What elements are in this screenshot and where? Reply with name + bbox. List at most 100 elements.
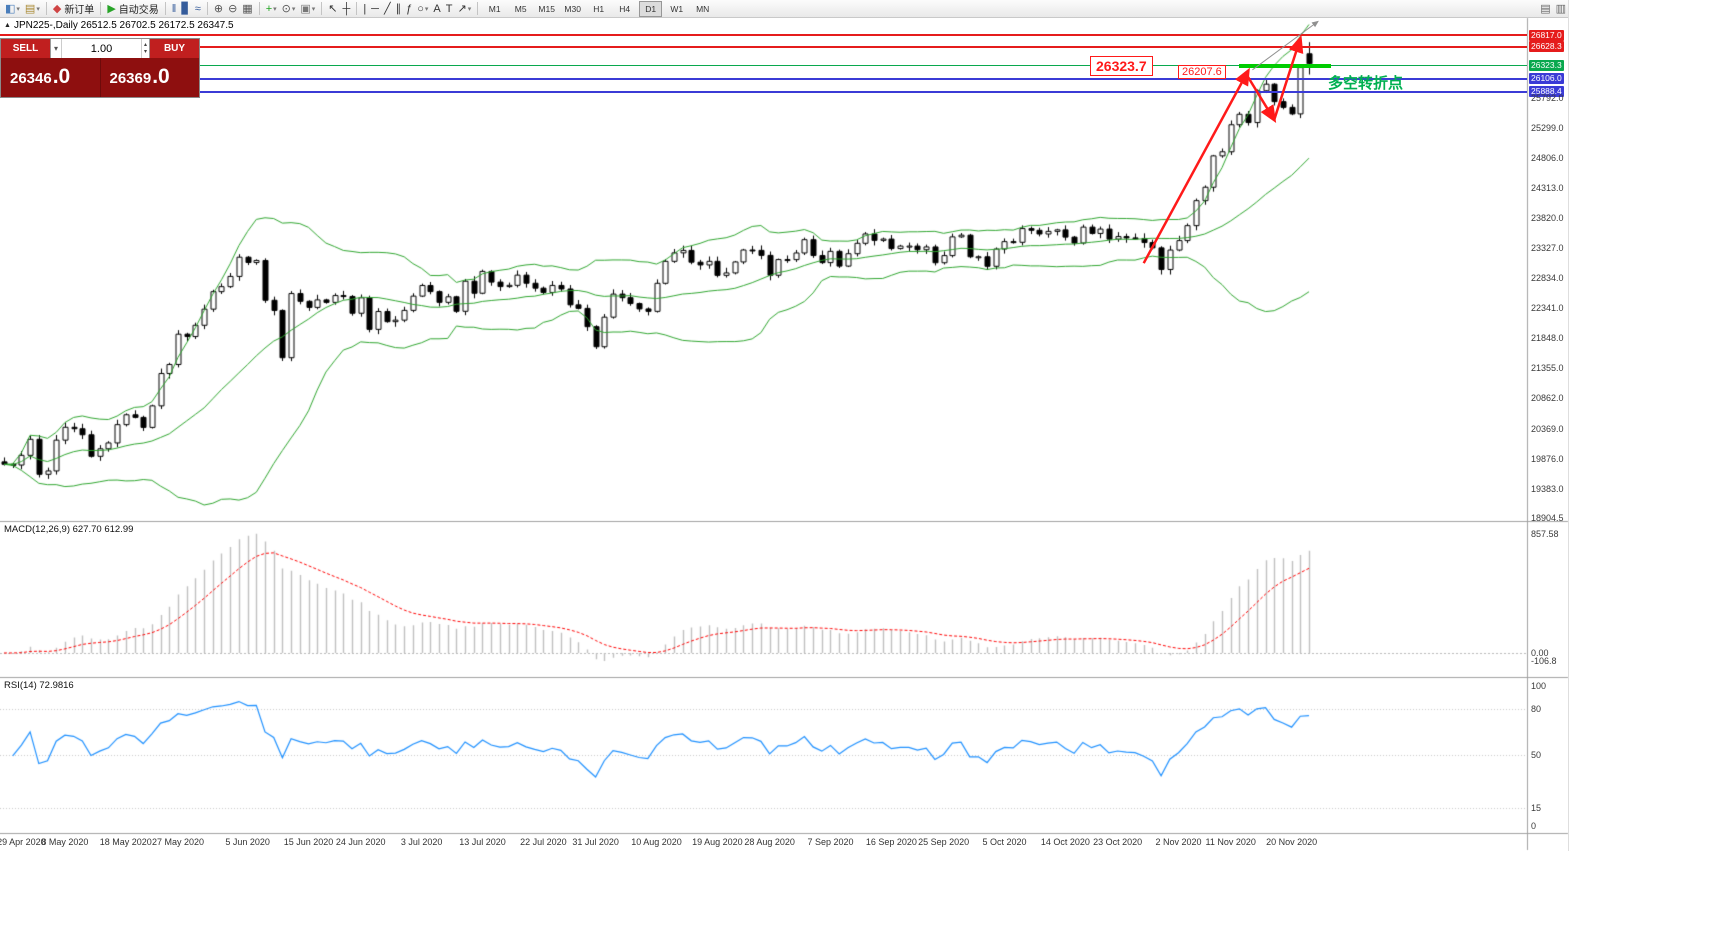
price-axis-label: 18904.5 xyxy=(1531,512,1564,523)
price-axis-level-label: 26106.0 xyxy=(1529,73,1564,85)
bar-chart-icon[interactable]: ‖ xyxy=(170,1,179,17)
toolbar-separator xyxy=(100,2,102,15)
timeframe-m5-button[interactable]: M5 xyxy=(514,3,527,14)
macd-axis-max: 857.58 xyxy=(1531,528,1559,539)
macd-axis-min: -106.8 xyxy=(1531,655,1557,666)
window-cascade-icon: ▤ xyxy=(1540,2,1551,15)
price-axis-label: 24313.0 xyxy=(1531,182,1564,193)
chevron-down-icon[interactable]: ▾ xyxy=(311,5,316,13)
level-line xyxy=(0,77,1527,80)
window-cascade-icon[interactable]: ▤ xyxy=(1538,1,1552,17)
channel-icon[interactable]: ∥ xyxy=(394,1,404,17)
tile-windows-icon[interactable]: ▦ xyxy=(240,1,254,17)
shapes-icon: ○ xyxy=(417,2,424,15)
timeframe-w1-button[interactable]: W1 xyxy=(670,3,684,14)
trendline-icon: ╱ xyxy=(383,2,391,15)
chart-ohlc-line: ▲ JPN225-,Daily 26512.5 26702.5 26172.5 2… xyxy=(4,20,234,31)
price-annotation-26207: 26207.6 xyxy=(1178,65,1226,79)
level-line xyxy=(0,64,1527,66)
chevron-down-icon[interactable]: ▾ xyxy=(273,5,277,13)
horizontal-line-icon: ─ xyxy=(371,2,379,15)
timeframe-mn-button[interactable]: MN xyxy=(696,3,710,14)
buy-price[interactable]: 26369.0 xyxy=(101,58,200,97)
price-axis-level-label: 26628.3 xyxy=(1529,41,1564,53)
cursor-icon: ↖ xyxy=(328,2,338,15)
timeframe-m15-button[interactable]: M15 xyxy=(538,3,555,14)
time-axis-label: 2 Nov 2020 xyxy=(1155,837,1202,847)
time-axis-label: 3 Jul 2020 xyxy=(400,837,443,847)
price-axis-label: 25299.0 xyxy=(1531,122,1564,133)
rsi-value: 72.9816 xyxy=(39,680,74,691)
rsi-axis-label: 50 xyxy=(1531,750,1542,760)
trendline-icon[interactable]: ╱ xyxy=(382,1,393,17)
buy-button[interactable]: BUY xyxy=(150,39,199,58)
toolbar-separator xyxy=(477,2,479,15)
new-order-button[interactable]: ◆ 新订单 xyxy=(51,1,96,17)
chevron-down-icon[interactable]: ▾ xyxy=(467,5,472,13)
rsi-name: RSI(14) xyxy=(4,680,37,691)
price-axis-label: 24806.0 xyxy=(1531,152,1564,163)
turning-point-label: 多空转折点 xyxy=(1328,75,1404,92)
line-chart-icon[interactable]: ≈ xyxy=(193,1,203,17)
volume-dropdown-icon[interactable]: ▾ xyxy=(51,39,63,58)
arrow-objects-icon: ↗ xyxy=(457,2,467,15)
profiles-icon[interactable]: ▤ ▾ xyxy=(23,1,42,17)
cursor-icon[interactable]: ↖ xyxy=(326,1,339,17)
periods-icon[interactable]: ⊙ ▾ xyxy=(280,1,298,17)
crosshair-icon[interactable]: ┼ xyxy=(341,1,353,17)
shapes-icon[interactable]: ○ ▾ xyxy=(415,1,430,17)
toolbar-separator xyxy=(356,2,358,15)
indicators-icon: + xyxy=(265,2,273,15)
volume-input[interactable]: ▾ 1.00 ▴ ▾ xyxy=(50,39,150,58)
autotrading-button[interactable]: ▶ 自动交易 xyxy=(105,1,160,17)
volume-stepper[interactable]: ▴ ▾ xyxy=(140,39,149,58)
chevron-down-icon[interactable]: ▾ xyxy=(36,5,40,13)
horizontal-line-icon[interactable]: ─ xyxy=(369,1,381,17)
level-line xyxy=(0,34,1527,37)
text-icon[interactable]: A xyxy=(431,1,442,17)
zoom-out-icon[interactable]: ⊖ xyxy=(226,1,239,17)
chevron-down-icon[interactable]: ▾ xyxy=(291,5,296,13)
price-axis-label: 23327.0 xyxy=(1531,243,1564,254)
zoom-in-icon: ⊕ xyxy=(213,2,224,15)
turning-point-line xyxy=(1239,63,1331,68)
chevron-down-icon[interactable]: ▾ xyxy=(424,5,429,13)
timeframe-m1-button[interactable]: M1 xyxy=(488,3,501,14)
fibonacci-icon: ƒ xyxy=(406,2,413,15)
candlestick-chart-icon[interactable]: ▊ xyxy=(179,1,191,17)
fibonacci-icon[interactable]: ƒ xyxy=(404,1,414,17)
time-axis-label: 11 Nov 2020 xyxy=(1205,837,1256,847)
toolbar-separator xyxy=(45,2,47,15)
one-click-toggle-icon[interactable]: ▲ xyxy=(4,22,11,29)
price-axis-level-label: 26323.3 xyxy=(1529,59,1564,71)
crosshair-icon: ┼ xyxy=(342,2,351,15)
arrow-objects-icon[interactable]: ↗ ▾ xyxy=(455,1,473,17)
new-chart-icon[interactable]: ◧ ▾ xyxy=(3,1,22,17)
chevron-down-icon[interactable]: ▾ xyxy=(16,5,20,13)
timeframe-h4-button[interactable]: H4 xyxy=(619,3,631,14)
templates-icon[interactable]: ▣ ▾ xyxy=(298,1,317,17)
macd-header: MACD(12,26,9) 627.70 612.99 xyxy=(4,524,133,535)
sell-button[interactable]: SELL xyxy=(1,39,50,58)
vertical-line-icon[interactable]: | xyxy=(361,1,368,17)
zoom-in-icon[interactable]: ⊕ xyxy=(212,1,225,17)
timeframe-d1-button[interactable]: D1 xyxy=(639,0,663,17)
zoom-out-icon: ⊖ xyxy=(228,2,238,15)
volume-value[interactable]: 1.00 xyxy=(90,42,113,55)
price-axis-label: 25792.0 xyxy=(1531,92,1564,103)
window-tile-icon[interactable]: ▥ xyxy=(1554,1,1568,17)
timeframe-m30-button[interactable]: M30 xyxy=(564,3,581,14)
time-axis-label: 8 May 2020 xyxy=(41,837,89,847)
volume-up-icon[interactable]: ▴ xyxy=(143,41,147,48)
autotrading-button: ▶ xyxy=(107,2,116,15)
time-axis-label: 29 Apr 2020 xyxy=(0,837,46,847)
rsi-axis-label: 80 xyxy=(1531,704,1542,715)
text-label-icon[interactable]: T xyxy=(444,1,455,17)
volume-down-icon[interactable]: ▾ xyxy=(143,48,147,55)
timeframe-h1-button[interactable]: H1 xyxy=(593,3,605,14)
sell-price[interactable]: 26346.0 xyxy=(1,58,100,97)
text-icon: A xyxy=(433,2,441,15)
indicators-icon[interactable]: + ▾ xyxy=(264,1,279,17)
